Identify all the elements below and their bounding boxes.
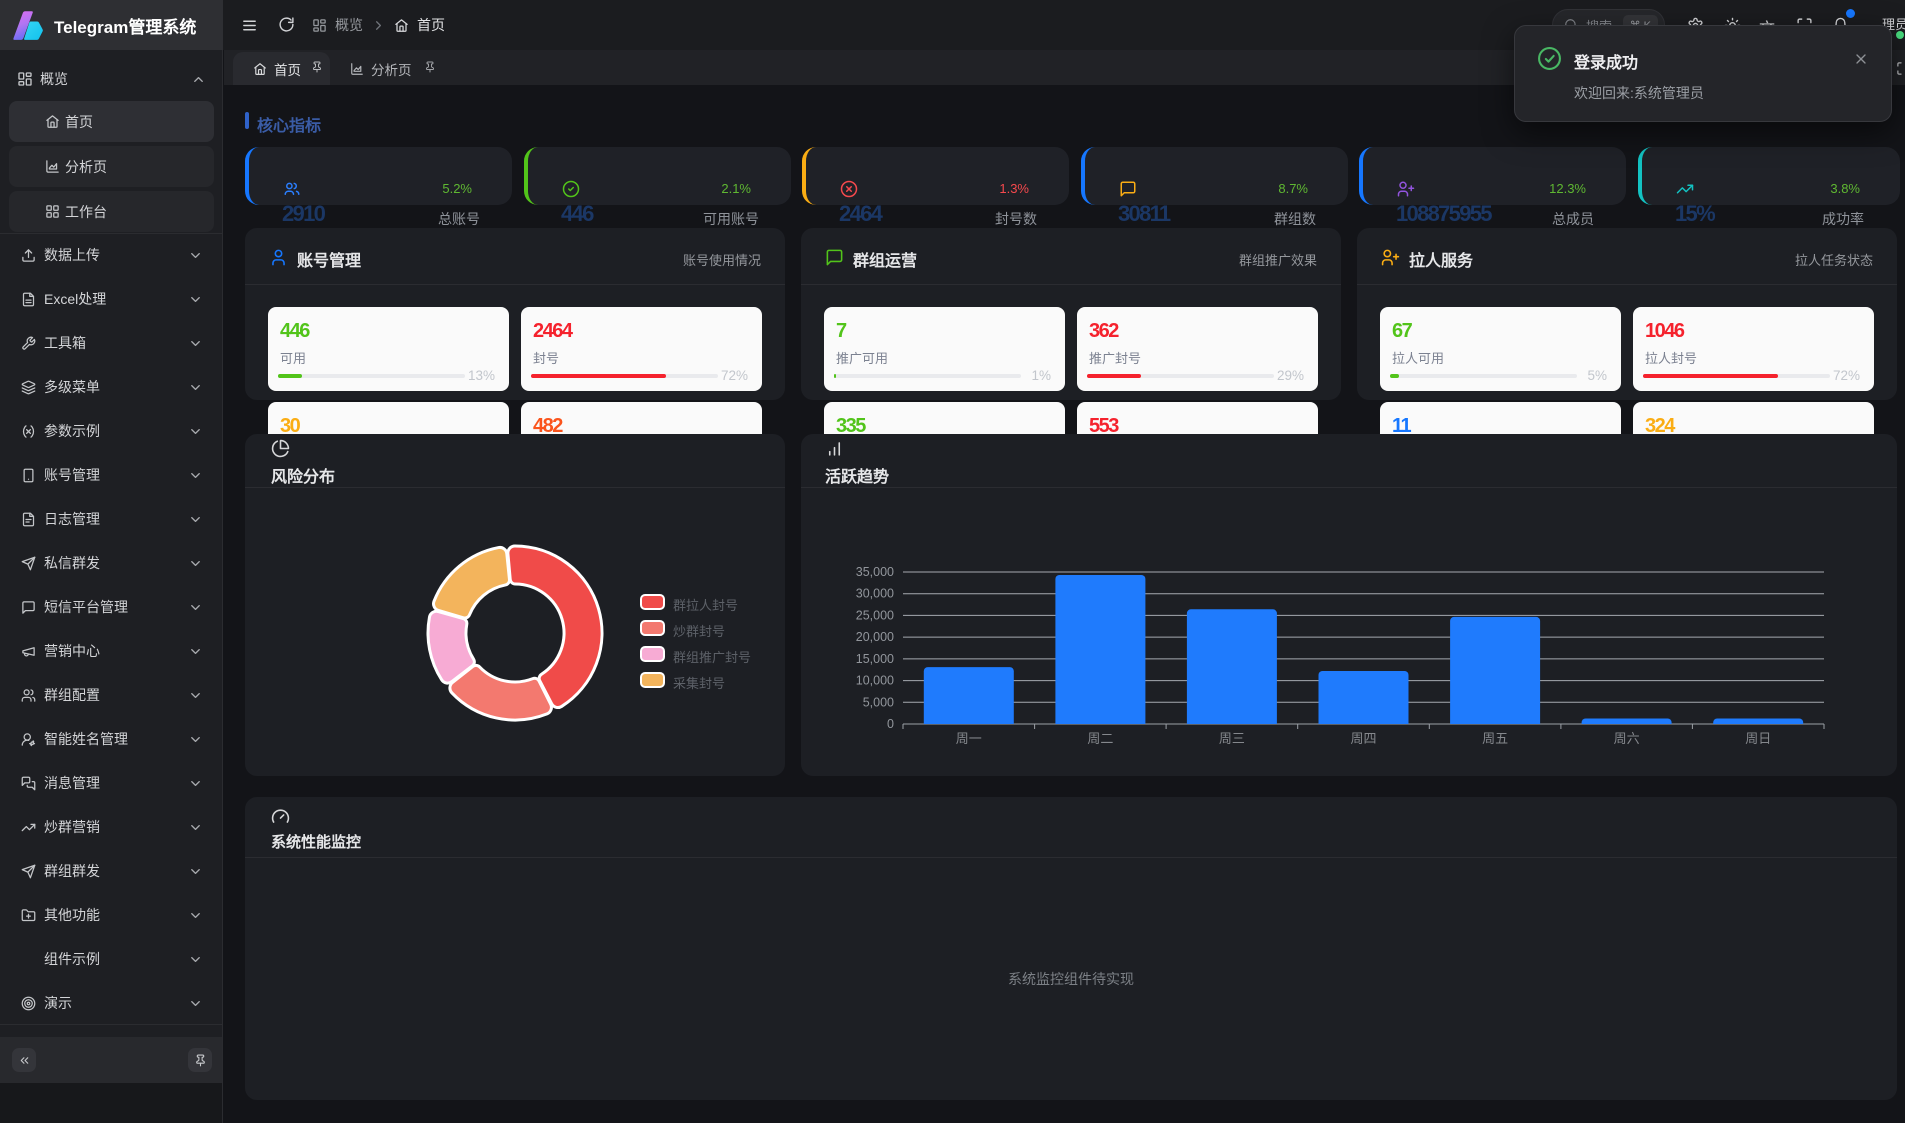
svg-text:15,000: 15,000	[856, 652, 894, 666]
svg-text:周四: 周四	[1350, 731, 1376, 746]
svg-text:35,000: 35,000	[856, 565, 894, 579]
svg-text:20,000: 20,000	[856, 630, 894, 644]
svg-text:周一: 周一	[956, 731, 982, 746]
svg-text:周五: 周五	[1482, 731, 1508, 746]
svg-text:25,000: 25,000	[856, 608, 894, 622]
svg-text:0: 0	[887, 717, 894, 731]
svg-text:5,000: 5,000	[863, 695, 894, 709]
svg-text:10,000: 10,000	[856, 674, 894, 688]
svg-text:周六: 周六	[1614, 731, 1640, 746]
svg-text:周日: 周日	[1745, 731, 1771, 746]
svg-text:周三: 周三	[1219, 731, 1245, 746]
svg-text:周二: 周二	[1087, 731, 1113, 746]
svg-text:30,000: 30,000	[856, 587, 894, 601]
